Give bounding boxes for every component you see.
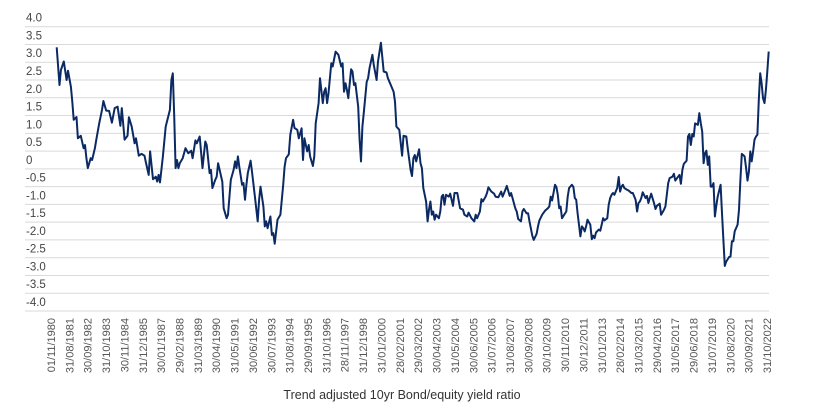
x-tick-label: 31/08/2020 [725, 318, 737, 373]
series-layer [55, 41, 770, 267]
x-tick-label: 31/03/1989 [193, 318, 205, 373]
x-tick-label: 31/05/2004 [450, 318, 462, 373]
x-tick-label: 31/10/1983 [101, 318, 113, 373]
x-axis-title: Trend adjusted 10yr Bond/equity yield ra… [283, 388, 520, 402]
x-tick-label: 30/04/1990 [211, 318, 223, 373]
y-tick-label: -3.0 [26, 261, 46, 273]
y-tick-label: 3.0 [26, 48, 42, 60]
x-tick-label: 30/06/2005 [468, 318, 480, 373]
x-tick-label: 30/04/2003 [432, 318, 444, 373]
y-tick-label: -1.5 [26, 208, 46, 220]
x-tick-label: 30/01/1987 [156, 318, 168, 373]
y-tick-label: -1.0 [26, 190, 46, 202]
gridlines [25, 26, 769, 312]
x-tick-label: 29/02/1988 [175, 318, 187, 373]
y-tick-label: -3.5 [26, 279, 46, 291]
x-tick-label: 30/09/1982 [83, 318, 95, 373]
x-tick-label: 29/06/2018 [689, 318, 701, 373]
x-tick-label: 31/07/2006 [487, 318, 499, 373]
x-tick-label: 31/12/1985 [138, 318, 150, 373]
x-tick-label: 30/11/2010 [560, 318, 572, 372]
x-tick-label: 31/01/2013 [597, 318, 609, 373]
y-tick-label: 3.5 [26, 30, 42, 42]
x-tick-label: 30/06/1992 [248, 318, 260, 373]
x-tick-label: 31/08/1981 [64, 318, 76, 373]
x-axis-tick-labels: 01/11/1980 31/08/1981 30/09/1982 31/10/1983… [46, 318, 774, 373]
x-tick-label: 30/12/2011 [578, 318, 590, 372]
y-tick-label: -0.5 [26, 173, 46, 185]
y-tick-label: 1.0 [26, 119, 42, 131]
y-tick-label: -2.0 [26, 226, 46, 238]
x-tick-label: 28/02/2001 [395, 318, 407, 373]
x-tick-label: 31/10/1996 [321, 318, 333, 373]
x-tick-label: 31/07/2019 [707, 318, 719, 373]
x-tick-label: 30/11/1984 [119, 318, 131, 372]
x-tick-label: 28/11/1997 [340, 318, 352, 372]
series-line [55, 41, 770, 267]
y-tick-label: 1.5 [26, 102, 42, 114]
x-tick-label: 29/03/2002 [413, 318, 425, 373]
x-tick-label: 30/09/2008 [523, 318, 535, 373]
y-tick-label: -2.5 [26, 244, 46, 256]
x-tick-label: 31/03/2015 [633, 318, 645, 373]
x-tick-label: 30/09/2021 [744, 318, 756, 373]
y-tick-label: 0.5 [26, 137, 42, 149]
x-tick-label: 31/12/1998 [358, 318, 370, 373]
y-tick-label: 0 [26, 155, 32, 167]
x-tick-label: 28/02/2014 [615, 318, 627, 373]
x-tick-label: 29/09/1995 [303, 318, 315, 373]
x-tick-label: 31/01/2000 [376, 318, 388, 373]
x-tick-label: 30/07/1993 [266, 318, 278, 373]
y-axis-tick-labels: 4.0 3.5 3.0 2.5 2.0 1.5 1.0 0.5 0 -0.5 -1.0 -1.5 -2.… [26, 13, 46, 309]
x-tick-label: 31/10/2022 [762, 318, 774, 373]
x-tick-label: 30/10/2009 [542, 318, 554, 373]
x-tick-label: 29/04/2016 [652, 318, 664, 373]
x-tick-label: 31/08/1994 [285, 318, 297, 373]
y-tick-label: 2.0 [26, 84, 42, 96]
y-tick-label: -4.0 [26, 297, 46, 309]
y-tick-label: 4.0 [26, 13, 42, 25]
x-tick-label: 31/05/1991 [230, 318, 242, 373]
y-tick-label: 2.5 [26, 66, 42, 78]
x-tick-label: 01/11/1980 [46, 318, 58, 372]
x-tick-label: 31/08/2007 [505, 318, 517, 373]
x-tick-label: 31/05/2017 [670, 318, 682, 373]
